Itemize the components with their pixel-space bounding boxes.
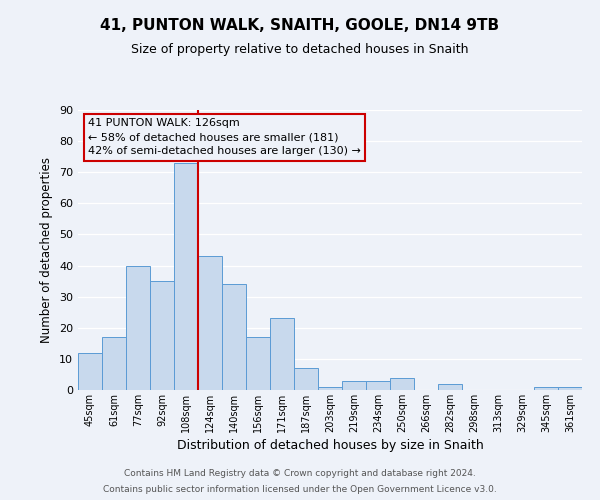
Y-axis label: Number of detached properties: Number of detached properties	[40, 157, 53, 343]
Text: Size of property relative to detached houses in Snaith: Size of property relative to detached ho…	[131, 42, 469, 56]
Bar	[390, 378, 414, 390]
Bar	[270, 318, 294, 390]
Bar	[558, 387, 582, 390]
Bar	[198, 256, 222, 390]
Text: Contains public sector information licensed under the Open Government Licence v3: Contains public sector information licen…	[103, 484, 497, 494]
Bar	[438, 384, 462, 390]
Bar	[174, 163, 198, 390]
Bar	[150, 281, 174, 390]
Text: Contains HM Land Registry data © Crown copyright and database right 2024.: Contains HM Land Registry data © Crown c…	[124, 470, 476, 478]
Bar	[246, 337, 270, 390]
Text: 41 PUNTON WALK: 126sqm
← 58% of detached houses are smaller (181)
42% of semi-de: 41 PUNTON WALK: 126sqm ← 58% of detached…	[88, 118, 361, 156]
Bar	[222, 284, 246, 390]
Bar	[294, 368, 318, 390]
Bar	[318, 387, 342, 390]
Bar	[102, 337, 126, 390]
Bar	[126, 266, 150, 390]
Bar	[78, 352, 102, 390]
Text: 41, PUNTON WALK, SNAITH, GOOLE, DN14 9TB: 41, PUNTON WALK, SNAITH, GOOLE, DN14 9TB	[100, 18, 500, 32]
Bar	[366, 380, 390, 390]
X-axis label: Distribution of detached houses by size in Snaith: Distribution of detached houses by size …	[176, 439, 484, 452]
Bar	[534, 387, 558, 390]
Bar	[342, 380, 366, 390]
